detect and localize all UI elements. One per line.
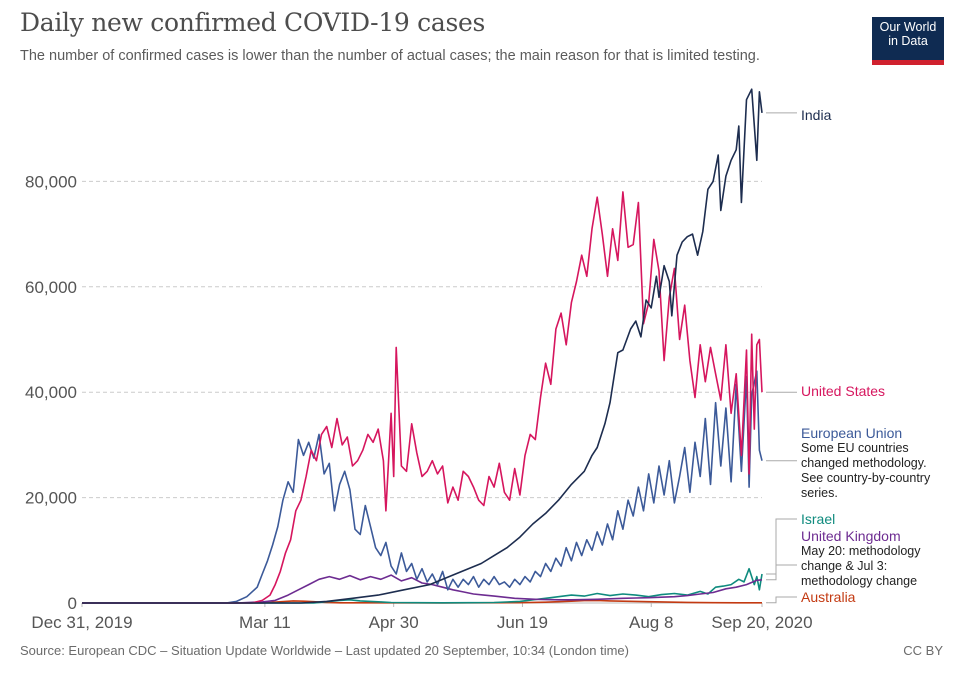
chart-title: Daily new confirmed COVID-19 cases [20, 8, 486, 37]
legend: India United States European Union IsraelUn… [766, 107, 931, 605]
legend-item-united-kingdom[interactable]: United Kingdom [766, 528, 901, 581]
x-axis: Dec 31, 2019 Mar 11 Apr 30 Jun 19 Aug 8 Sep 2… [31, 603, 813, 632]
x-tick-label: Mar 11 [239, 613, 291, 632]
license-link[interactable]: CC BY [903, 643, 943, 658]
gridlines [82, 180, 762, 604]
logo-line-2: in Data [888, 34, 928, 48]
chart-subtitle: The number of confirmed cases is lower t… [20, 48, 760, 64]
series-line-australia[interactable] [82, 599, 762, 604]
series-lines [82, 88, 763, 604]
legend-label: India [801, 107, 832, 123]
y-tick-label: 60,000 [25, 278, 77, 297]
leader-line [766, 564, 797, 581]
leader-line [766, 596, 797, 604]
legend-item-india[interactable]: India [766, 107, 832, 123]
x-tick-label: Dec 31, 2019 [31, 613, 132, 632]
x-tick-label: Apr 30 [369, 613, 419, 632]
series-line-united-kingdom[interactable] [82, 574, 763, 604]
series-line-united-states[interactable] [82, 191, 763, 604]
annotation-line: changed methodology. [801, 456, 927, 470]
y-tick-label: 80,000 [25, 172, 77, 191]
leader-line [766, 518, 797, 575]
x-tick-label: Sep 20, 2020 [711, 613, 812, 632]
x-tick-label: Aug 8 [629, 613, 673, 632]
series-line-israel[interactable] [82, 567, 763, 604]
annotation-line: Some EU countries [801, 441, 909, 455]
legend-item-united-states[interactable]: United States [766, 383, 885, 399]
source-note: Source: European CDC – Situation Update … [20, 643, 629, 658]
annotation-line: series. [801, 486, 838, 500]
legend-item-european-union[interactable]: European Union [766, 425, 902, 462]
annotation-line: methodology change [801, 574, 917, 588]
y-tick-label: 0 [68, 594, 77, 613]
annotation-line: See country-by-country [801, 471, 931, 485]
legend-label: United States [801, 383, 885, 399]
logo-line-1: Our World [879, 20, 937, 34]
legend-label: Israel [801, 511, 835, 527]
y-axis: 0 20,000 40,000 60,000 80,000 [25, 172, 77, 613]
annotation-line: change & Jul 3: [801, 559, 887, 573]
series-line-india[interactable] [82, 88, 763, 604]
series-line-european-union[interactable] [82, 370, 763, 604]
x-tick-label: Jun 19 [497, 613, 548, 632]
annotation-line: May 20: methodology [801, 544, 921, 558]
legend-item-australia[interactable]: Australia [766, 589, 856, 605]
legend-label: Australia [801, 589, 856, 605]
legend-label: European Union [801, 425, 902, 441]
legend-item-israel[interactable]: Israel [766, 511, 835, 575]
y-tick-label: 20,000 [25, 489, 77, 508]
owid-logo[interactable]: Our World in Data [872, 17, 944, 65]
y-tick-label: 40,000 [25, 383, 77, 402]
legend-label: United Kingdom [801, 528, 901, 544]
